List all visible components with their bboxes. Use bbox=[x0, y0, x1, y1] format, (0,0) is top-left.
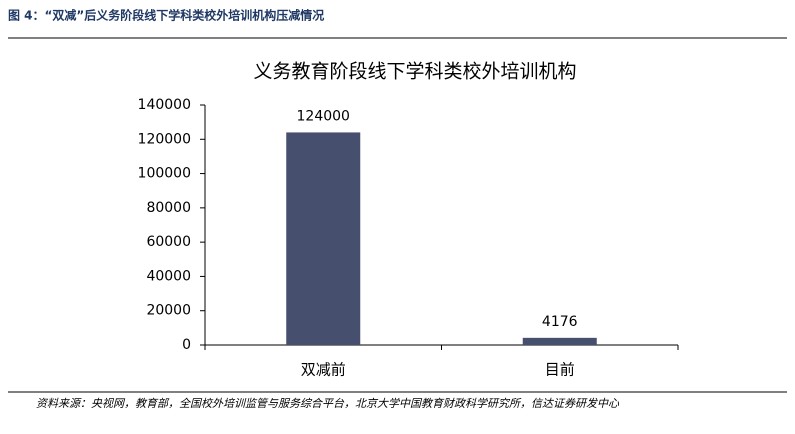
chart-title: 义务教育阶段线下学科类校外培训机构 bbox=[253, 61, 576, 83]
y-tick-label: 120000 bbox=[138, 131, 191, 147]
x-tick-label: 目前 bbox=[545, 361, 575, 379]
data-label: 124000 bbox=[297, 108, 350, 124]
figure-caption: 图 4：“双减”后义务阶段线下学科类校外培训机构压减情况 bbox=[8, 8, 324, 23]
source-note: 资料来源：央视网，教育部，全国校外培训监管与服务综合平台，北京大学中国教育财政科… bbox=[36, 397, 620, 410]
y-tick-label: 80000 bbox=[146, 200, 191, 216]
y-tick-label: 140000 bbox=[138, 97, 191, 113]
bar bbox=[286, 132, 361, 345]
x-tick-label: 双减前 bbox=[301, 361, 346, 379]
y-tick-label: 20000 bbox=[146, 303, 191, 319]
bar bbox=[522, 337, 597, 345]
data-label: 4176 bbox=[542, 314, 578, 330]
y-tick-label: 100000 bbox=[138, 166, 191, 182]
y-tick-label: 0 bbox=[182, 337, 191, 353]
y-tick-label: 60000 bbox=[146, 234, 191, 250]
y-tick-label: 40000 bbox=[146, 268, 191, 284]
